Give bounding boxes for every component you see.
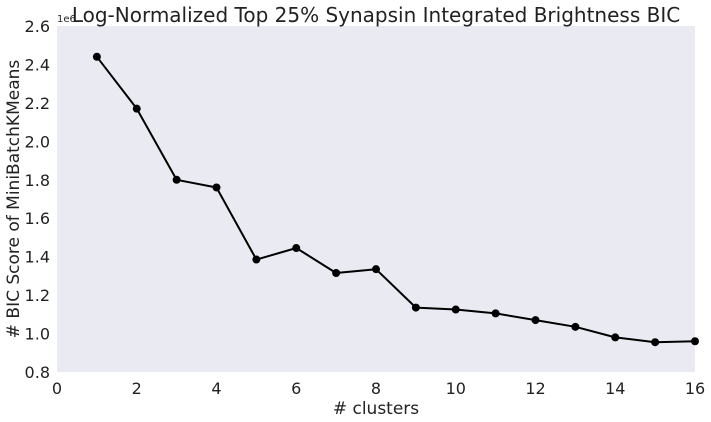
data-point xyxy=(531,316,540,325)
x-tick-label: 6 xyxy=(291,379,301,398)
y-tick-label: 1.0 xyxy=(25,325,50,344)
y-tick-label: 1.4 xyxy=(25,248,50,267)
x-tick-label: 12 xyxy=(525,379,545,398)
data-point xyxy=(252,255,261,264)
data-point xyxy=(491,309,500,318)
data-series xyxy=(92,52,699,347)
x-tick-label: 4 xyxy=(211,379,221,398)
data-point xyxy=(332,269,341,278)
y-tick-label: 1.8 xyxy=(25,171,50,190)
x-tick-label: 10 xyxy=(446,379,466,398)
data-point xyxy=(132,104,141,113)
data-point xyxy=(212,183,221,192)
data-point xyxy=(571,322,580,331)
chart-title: Log-Normalized Top 25% Synapsin Integrat… xyxy=(72,3,680,27)
y-tick-label: 2.4 xyxy=(25,55,50,74)
x-tick-label: 0 xyxy=(52,379,62,398)
y-tick-label: 0.8 xyxy=(25,363,50,382)
x-tick-label: 2 xyxy=(132,379,142,398)
y-tick-label: 2.2 xyxy=(25,94,50,113)
x-tick-label: 16 xyxy=(685,379,705,398)
y-tick-label: 1.2 xyxy=(25,286,50,305)
data-point xyxy=(411,303,420,312)
data-point xyxy=(92,52,101,61)
data-point xyxy=(611,333,620,342)
axis-ticks: 0 2 4 6 8 10 12 14 16 0.8 1.0 1.2 1.4 1.6 1.8 2.0 2.2 2.4… xyxy=(25,17,706,398)
y-tick-label: 1.6 xyxy=(25,209,50,228)
data-point xyxy=(292,244,301,253)
x-axis-label: # clusters xyxy=(333,399,419,419)
plot-area xyxy=(57,26,695,372)
y-axis-offset-text: 1e6 xyxy=(57,14,76,25)
data-point xyxy=(651,338,660,347)
data-point xyxy=(172,175,181,184)
data-point xyxy=(691,337,699,346)
series-line xyxy=(96,56,696,344)
x-tick-label: 14 xyxy=(605,379,625,398)
y-tick-label: 2.6 xyxy=(25,17,50,36)
x-tick-label: 8 xyxy=(371,379,381,398)
y-axis-label: # BIC Score of MiniBatchKMeans xyxy=(4,60,24,339)
data-point xyxy=(451,305,460,314)
y-tick-label: 2.0 xyxy=(25,132,50,151)
data-point xyxy=(372,265,380,274)
